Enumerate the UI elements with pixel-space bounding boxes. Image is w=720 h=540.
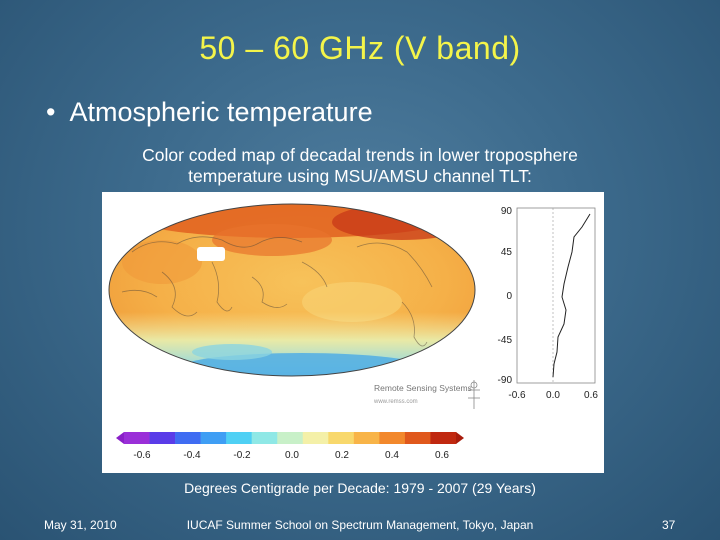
footer-date: May 31, 2010 (44, 518, 117, 532)
colorbar-cell (404, 432, 431, 444)
colorbar-left-arrow (116, 432, 124, 444)
slide-title: 50 – 60 GHz (V band) (199, 30, 521, 66)
colorbar: -0.6 -0.4 -0.2 0.0 0.2 0.4 0.6 (116, 432, 464, 461)
caption-line-1: Color coded map of decadal trends in low… (142, 145, 578, 165)
rss-credit: Remote Sensing Systems www.remss.com (373, 380, 480, 409)
colorbar-tick-04: 0.4 (385, 450, 399, 461)
colorbar-right-arrow (456, 432, 464, 444)
colorbar-cells (124, 432, 457, 444)
credit-line-1: Remote Sensing Systems (374, 383, 472, 393)
colorbar-cell (226, 432, 252, 444)
colorbar-cell (124, 432, 150, 444)
colorbar-tick-minus02: -0.2 (233, 450, 251, 461)
colorbar-cell (200, 432, 227, 444)
profile-y-tick-90: 90 (501, 206, 513, 217)
missing-data-patch (197, 247, 225, 261)
slide-number: 37 (662, 518, 676, 532)
globe-outline (108, 203, 476, 377)
profile-x-tick-minus06: -0.6 (508, 390, 526, 401)
bullet-item: • Atmospheric temperature (46, 97, 373, 128)
coastlines (121, 236, 433, 347)
colorbar-tick-minus04: -0.4 (183, 450, 201, 461)
bullet-dot: • (46, 97, 56, 127)
asia-warm-patch (212, 224, 332, 256)
profile-y-tick-minus45: -45 (498, 335, 513, 346)
footer-event: IUCAF Summer School on Spectrum Manageme… (186, 518, 534, 532)
units-caption: Degrees Centigrade per Decade: 1979 - 20… (184, 480, 536, 496)
europe-warm-patch (122, 240, 202, 284)
trend-map-svg: 90 45 0 -45 -90 -0.6 0.0 0.6 Remote Sens… (108, 203, 599, 461)
colorbar-cell (328, 432, 355, 444)
colorbar-cell (353, 432, 380, 444)
profile-y-tick-0: 0 (506, 291, 512, 302)
zonal-profile-plot: 90 45 0 -45 -90 -0.6 0.0 0.6 (498, 206, 599, 401)
colorbar-tick-0: 0.0 (285, 450, 299, 461)
colorbar-tick-02: 0.2 (335, 450, 349, 461)
rss-logo-icon (468, 380, 480, 409)
profile-y-tick-45: 45 (501, 247, 513, 258)
colorbar-cell (379, 432, 406, 444)
colorbar-cell (277, 432, 304, 444)
trend-map-figure: 90 45 0 -45 -90 -0.6 0.0 0.6 Remote Sens… (102, 192, 604, 473)
bullet-text: Atmospheric temperature (69, 97, 373, 127)
profile-x-tick-0: 0.0 (546, 390, 560, 401)
credit-line-2: www.remss.com (373, 399, 418, 405)
colorbar-cell (175, 432, 201, 444)
colorbar-cell (149, 432, 176, 444)
globe-map (108, 203, 476, 377)
caption-line-2: temperature using MSU/AMSU channel TLT: (188, 166, 532, 186)
colorbar-tick-06: 0.6 (435, 450, 449, 461)
colorbar-tick-minus06: -0.6 (133, 450, 151, 461)
colorbar-cell (430, 432, 457, 444)
colorbar-cell (251, 432, 278, 444)
profile-trend-line (552, 213, 591, 378)
profile-y-tick-minus90: -90 (498, 375, 513, 386)
southern-ocean-patch (192, 344, 272, 360)
profile-x-tick-06: 0.6 (584, 390, 598, 401)
profile-frame (516, 207, 596, 384)
figure-caption: Color coded map of decadal trends in low… (80, 145, 640, 187)
colorbar-cell (302, 432, 329, 444)
